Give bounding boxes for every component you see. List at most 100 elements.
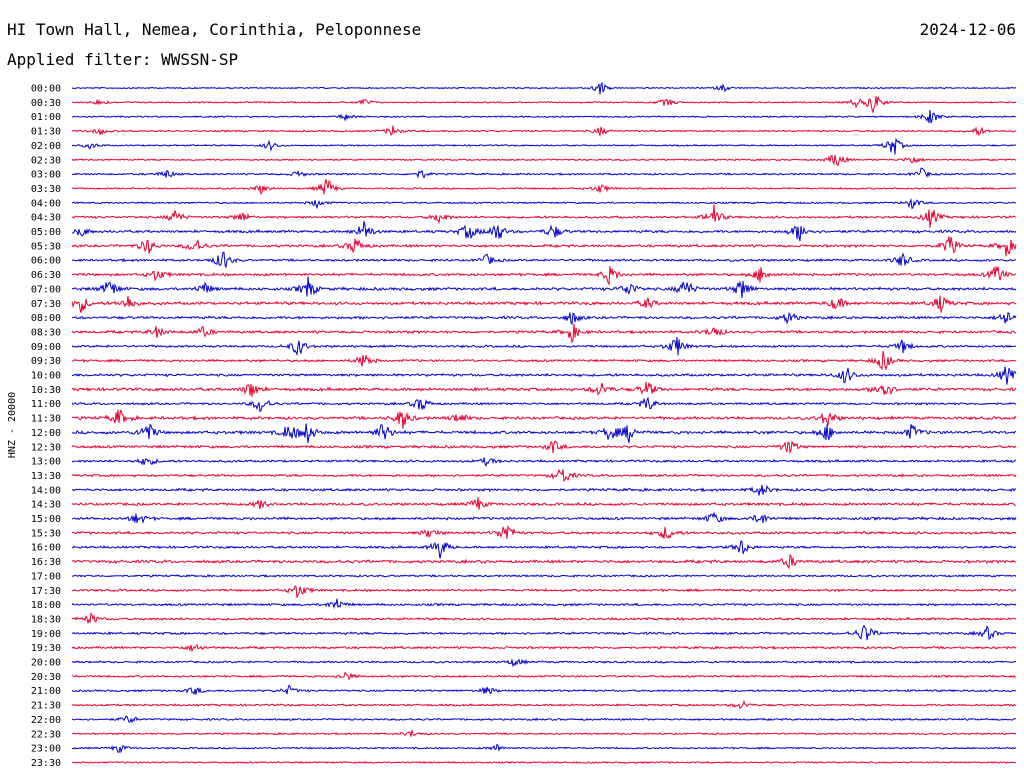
time-label: 07:00 xyxy=(31,284,61,295)
trace-row xyxy=(71,311,1017,326)
trace-row xyxy=(71,658,1017,668)
trace-row xyxy=(71,585,1017,598)
time-label: 00:30 xyxy=(31,98,61,109)
time-label: 02:30 xyxy=(31,155,61,166)
time-label: 08:30 xyxy=(31,327,61,338)
trace-row xyxy=(71,295,1017,313)
trace-row xyxy=(71,81,1017,95)
time-label: 08:00 xyxy=(31,313,61,324)
time-label: 00:00 xyxy=(31,84,61,95)
trace-row xyxy=(71,684,1017,696)
time-label: 03:00 xyxy=(31,170,61,181)
time-label: 01:30 xyxy=(31,127,61,138)
trace-row xyxy=(71,366,1017,385)
trace-row xyxy=(71,643,1017,653)
trace-row xyxy=(71,409,1017,429)
trace-row xyxy=(72,760,1017,764)
trace-row xyxy=(71,336,1017,357)
trace-row xyxy=(71,167,1017,179)
trace-row xyxy=(71,715,1016,724)
time-label: 06:00 xyxy=(31,256,61,267)
time-label-group: 00:00 00:30 01:00 01:30 02:00 02:30 03:00 03:30… xyxy=(31,84,61,769)
time-label: 04:30 xyxy=(31,213,61,224)
time-label: 19:00 xyxy=(31,629,61,640)
trace-row xyxy=(71,125,1017,137)
time-label: 14:00 xyxy=(31,485,61,496)
time-label: 11:30 xyxy=(31,414,61,425)
trace-row xyxy=(71,540,1017,559)
trace-row xyxy=(71,221,1017,242)
time-label: 04:00 xyxy=(31,198,61,209)
trace-row xyxy=(71,323,1017,344)
time-label: 05:30 xyxy=(31,241,61,252)
trace-row xyxy=(71,381,1017,397)
time-label: 11:00 xyxy=(31,399,61,410)
time-label: 12:00 xyxy=(31,428,61,439)
time-label: 21:30 xyxy=(31,701,61,712)
trace-row xyxy=(71,624,1017,641)
trace-row xyxy=(71,396,1017,413)
station-title: HI Town Hall, Nemea, Corinthia, Peloponn… xyxy=(7,20,422,39)
trace-row xyxy=(71,699,1017,710)
time-label: 09:30 xyxy=(31,356,61,367)
time-label: 18:00 xyxy=(31,600,61,611)
channel-label: HNZ - 20000 xyxy=(7,392,18,458)
trace-row xyxy=(71,154,1017,167)
trace-row xyxy=(71,598,1017,610)
trace-row xyxy=(71,198,1017,210)
time-label: 22:30 xyxy=(31,729,61,740)
trace-row xyxy=(71,204,1017,228)
time-label: 16:00 xyxy=(31,543,61,554)
time-label: 22:00 xyxy=(31,715,61,726)
trace-row xyxy=(71,511,1017,524)
time-label: 06:30 xyxy=(31,270,61,281)
trace-row xyxy=(71,251,1017,268)
time-label: 17:30 xyxy=(31,586,61,597)
trace-row xyxy=(71,573,1017,578)
time-label: 17:00 xyxy=(31,571,61,582)
trace-row xyxy=(71,671,1017,681)
trace-row xyxy=(71,440,1017,454)
trace-group xyxy=(71,81,1017,764)
time-label: 13:00 xyxy=(31,457,61,468)
time-label: 15:30 xyxy=(31,528,61,539)
time-label: 19:30 xyxy=(31,643,61,654)
trace-row xyxy=(71,137,1017,155)
trace-row xyxy=(71,611,1017,624)
time-label: 16:30 xyxy=(31,557,61,568)
time-label: 21:00 xyxy=(31,686,61,697)
filter-label: Applied filter: WWSSN-SP xyxy=(7,50,239,69)
time-label: 02:00 xyxy=(31,141,61,152)
time-label: 23:00 xyxy=(31,744,61,755)
time-label: 12:30 xyxy=(31,442,61,453)
time-label: 13:30 xyxy=(31,471,61,482)
time-label: 23:30 xyxy=(31,758,61,769)
time-label: 07:30 xyxy=(31,299,61,310)
trace-row xyxy=(71,553,1017,570)
time-label: 01:00 xyxy=(31,112,61,123)
date-label: 2024-12-06 xyxy=(919,20,1016,39)
trace-row xyxy=(71,525,1017,539)
time-label: 03:30 xyxy=(31,184,61,195)
time-label: 14:30 xyxy=(31,500,61,511)
trace-row xyxy=(71,110,1017,124)
trace-row xyxy=(71,265,1017,286)
trace-row xyxy=(71,236,1017,257)
time-label: 20:00 xyxy=(31,658,61,669)
time-label: 10:00 xyxy=(31,371,61,382)
time-label: 18:30 xyxy=(31,614,61,625)
time-label: 05:00 xyxy=(31,227,61,238)
trace-row xyxy=(71,730,1017,737)
trace-row xyxy=(71,96,1017,114)
trace-row xyxy=(71,497,1017,510)
trace-row xyxy=(71,350,1017,371)
time-label: 09:00 xyxy=(31,342,61,353)
time-label: 20:30 xyxy=(31,672,61,683)
trace-row xyxy=(71,457,1016,467)
time-label: 10:30 xyxy=(31,385,61,396)
trace-row xyxy=(71,179,1017,196)
trace-row xyxy=(71,276,1017,299)
trace-row xyxy=(71,468,1017,483)
time-label: 15:00 xyxy=(31,514,61,525)
